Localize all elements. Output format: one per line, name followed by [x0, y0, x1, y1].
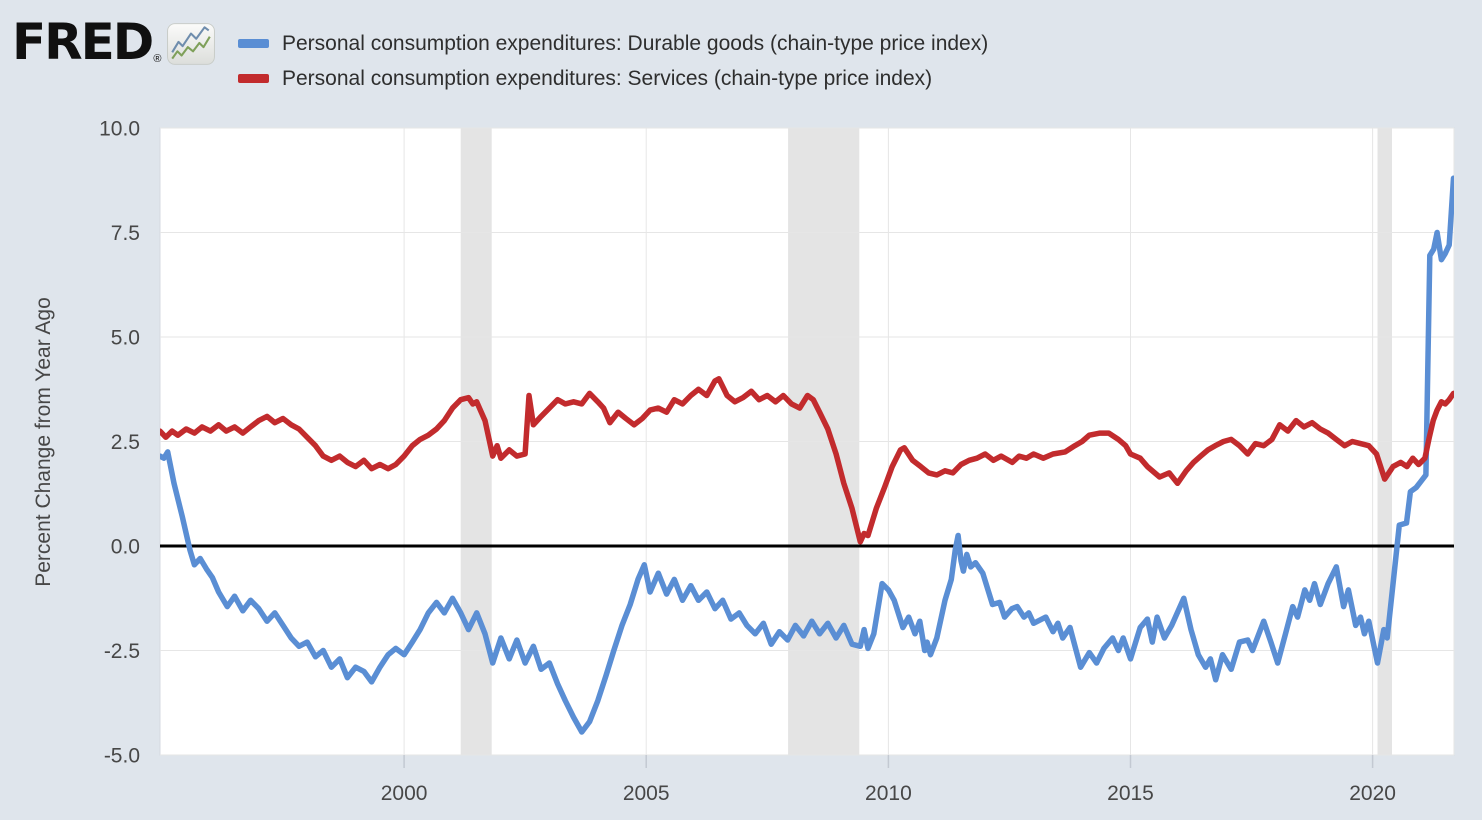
y-tick-label: 7.5	[111, 222, 140, 245]
fred-graph-icon	[167, 23, 216, 65]
y-tick-label: 0.0	[111, 536, 140, 559]
series-line-services	[160, 376, 1454, 545]
fred-logo-text: FRED	[12, 13, 154, 71]
y-tick-label: 2.5	[111, 431, 140, 454]
y-tick-label: 10.0	[99, 118, 140, 141]
y-tick-label: -5.0	[104, 745, 140, 768]
legend-swatch-services	[238, 74, 269, 83]
logo-zigzag-blue	[171, 26, 210, 53]
y-tick-label: 5.0	[111, 327, 140, 350]
x-tick-label: 2020	[1349, 782, 1396, 805]
x-tick-label: 2000	[381, 782, 428, 805]
x-tick-label: 2015	[1107, 782, 1154, 805]
x-tick-label: 2005	[623, 782, 670, 805]
fred-logo[interactable]: FRED ®	[12, 13, 216, 71]
chart-legend: Personal consumption expenditures: Durab…	[238, 26, 988, 96]
legend-label-durable-goods: Personal consumption expenditures: Durab…	[282, 31, 989, 55]
legend-item-durable-goods[interactable]: Personal consumption expenditures: Durab…	[238, 26, 988, 61]
y-axis-title: Percent Change from Year Ago	[32, 297, 55, 587]
legend-swatch-durable-goods	[238, 39, 269, 48]
y-tick-label: -2.5	[104, 640, 140, 663]
x-tick-label: 2010	[865, 782, 912, 805]
legend-item-services[interactable]: Personal consumption expenditures: Servi…	[238, 61, 988, 96]
registered-trademark-icon: ®	[153, 53, 162, 65]
legend-label-services: Personal consumption expenditures: Servi…	[282, 66, 933, 90]
series-line-durable-goods	[160, 175, 1454, 735]
logo-zigzag-green	[171, 36, 212, 60]
